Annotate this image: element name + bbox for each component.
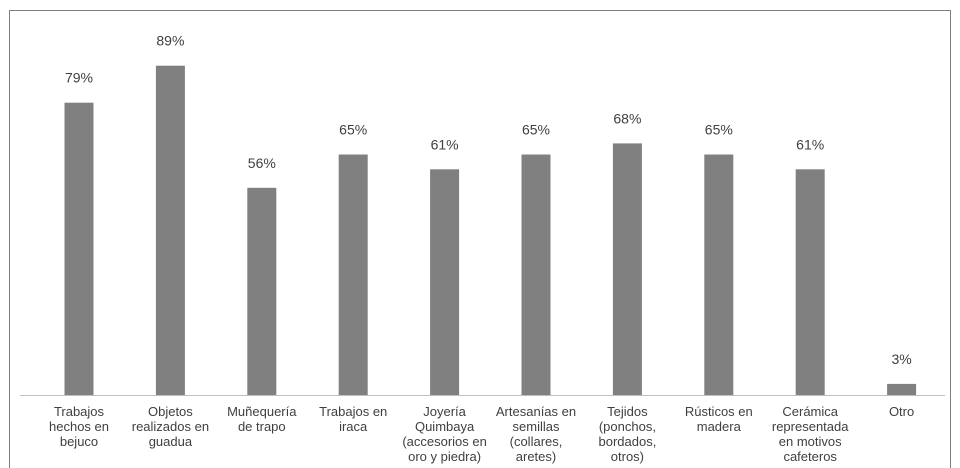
bar-0 [64, 102, 94, 395]
category-label-4: Joyería Quimbaya (accesorios en oro y piedr… [402, 404, 487, 464]
data-label-7: 65% [705, 122, 733, 138]
chart-frame [9, 10, 951, 468]
data-label-4: 61% [431, 136, 459, 152]
category-label-8: Cerámica representada en motivos cafeteros [772, 404, 849, 464]
data-label-2: 56% [248, 155, 276, 171]
bar-3 [338, 154, 368, 395]
bar-4 [430, 169, 460, 395]
bar-8 [795, 169, 825, 395]
bar-2 [247, 187, 277, 395]
category-label-3: Trabajos en iraca [319, 404, 387, 434]
bar-5 [521, 154, 551, 395]
category-label-6: Tejidos (ponchos, bordados, otros) [598, 404, 656, 464]
data-label-6: 68% [613, 110, 641, 126]
category-label-7: Rústicos en madera [685, 404, 753, 434]
bar-9 [887, 383, 917, 395]
data-label-1: 89% [156, 33, 184, 49]
category-label-0: Trabajos hechos en bejuco [49, 404, 109, 449]
data-label-5: 65% [522, 122, 550, 138]
data-label-3: 65% [339, 122, 367, 138]
category-label-2: Muñequería de trapo [227, 404, 297, 434]
data-label-0: 79% [65, 70, 93, 86]
data-label-9: 3% [891, 351, 911, 367]
bar-6 [612, 143, 642, 395]
data-label-8: 61% [796, 136, 824, 152]
category-label-5: Artesanías en semillas (collares, aretes) [496, 404, 576, 464]
category-label-1: Objetos realizados en guadua [132, 404, 209, 449]
bar-7 [704, 154, 734, 395]
category-label-9: Otro [889, 404, 914, 419]
bar-1 [155, 65, 185, 395]
